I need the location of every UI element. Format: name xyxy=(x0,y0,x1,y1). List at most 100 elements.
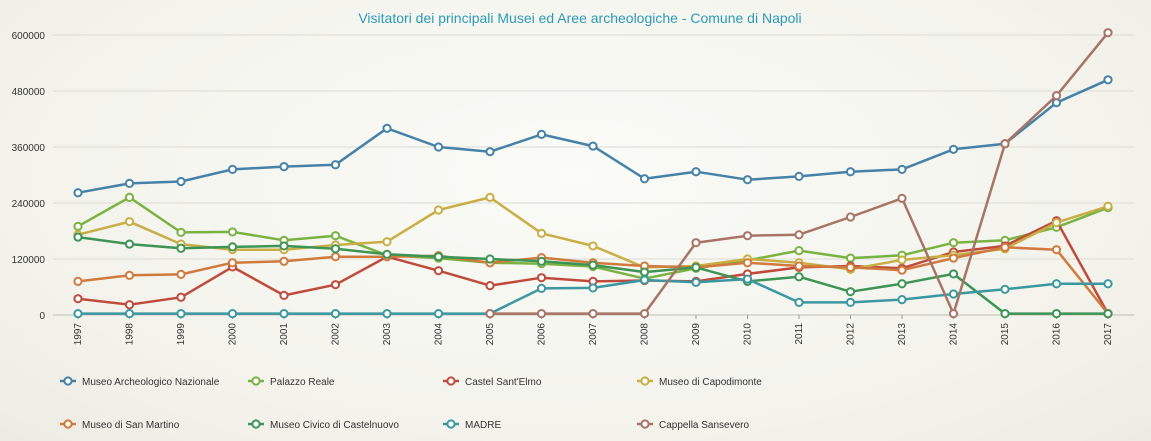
data-point[interactable] xyxy=(1051,91,1062,101)
data-point[interactable] xyxy=(845,262,856,272)
data-point[interactable] xyxy=(124,217,135,227)
data-point[interactable] xyxy=(485,281,495,291)
data-point[interactable] xyxy=(1000,242,1010,252)
data-point[interactable] xyxy=(845,297,856,307)
data-point[interactable] xyxy=(742,231,753,241)
data-point[interactable] xyxy=(73,294,83,304)
data-point[interactable] xyxy=(485,254,495,264)
data-point[interactable] xyxy=(536,283,547,293)
data-point[interactable] xyxy=(794,230,804,240)
data-point[interactable] xyxy=(639,275,650,285)
legend-item[interactable]: MADRE xyxy=(443,419,501,431)
data-point[interactable] xyxy=(330,309,341,319)
data-point[interactable] xyxy=(1000,284,1010,294)
data-point[interactable] xyxy=(588,309,598,319)
data-point[interactable] xyxy=(124,300,135,310)
data-point[interactable] xyxy=(227,164,238,174)
data-point[interactable] xyxy=(330,244,341,254)
data-point[interactable] xyxy=(691,167,701,177)
data-point[interactable] xyxy=(433,205,444,215)
legend-item[interactable]: Museo Archeologico Nazionale xyxy=(60,376,220,388)
data-point[interactable] xyxy=(73,188,83,198)
data-point[interactable] xyxy=(279,309,289,319)
data-point[interactable] xyxy=(176,309,186,319)
data-point[interactable] xyxy=(948,238,959,248)
data-point[interactable] xyxy=(382,237,392,247)
data-point[interactable] xyxy=(536,129,547,139)
data-point[interactable] xyxy=(639,267,650,277)
data-point[interactable] xyxy=(176,292,186,302)
data-point[interactable] xyxy=(794,261,804,271)
data-point[interactable] xyxy=(794,297,804,307)
data-point[interactable] xyxy=(845,253,856,263)
data-point[interactable] xyxy=(485,309,495,319)
data-point[interactable] xyxy=(1103,279,1113,289)
data-point[interactable] xyxy=(176,176,186,187)
data-point[interactable] xyxy=(845,287,856,297)
data-point[interactable] xyxy=(897,295,907,305)
data-point[interactable] xyxy=(948,289,959,299)
data-point[interactable] xyxy=(330,231,341,241)
data-point[interactable] xyxy=(279,256,289,266)
data-point[interactable] xyxy=(1000,139,1010,149)
legend-item[interactable]: Museo di San Martino xyxy=(60,419,180,431)
data-point[interactable] xyxy=(794,272,804,282)
data-point[interactable] xyxy=(227,242,238,252)
data-point[interactable] xyxy=(742,258,753,268)
legend-item[interactable]: Castel Sant'Elmo xyxy=(443,376,542,388)
data-point[interactable] xyxy=(948,253,959,263)
data-point[interactable] xyxy=(176,243,186,253)
legend-item[interactable]: Palazzo Reale xyxy=(248,376,335,388)
legend-item[interactable]: Cappella Sansevero xyxy=(637,419,749,431)
data-point[interactable] xyxy=(948,309,959,319)
data-point[interactable] xyxy=(1000,309,1010,319)
legend-item[interactable]: Museo Civico di Castelnuovo xyxy=(248,419,399,431)
data-point[interactable] xyxy=(948,269,959,279)
data-point[interactable] xyxy=(1051,245,1062,255)
data-point[interactable] xyxy=(536,309,547,319)
data-point[interactable] xyxy=(124,239,135,249)
data-point[interactable] xyxy=(897,279,907,289)
data-point[interactable] xyxy=(73,232,83,242)
data-point[interactable] xyxy=(433,266,444,276)
data-point[interactable] xyxy=(948,144,959,154)
data-point[interactable] xyxy=(588,141,598,151)
data-point[interactable] xyxy=(845,167,856,177)
data-point[interactable] xyxy=(124,192,135,202)
data-point[interactable] xyxy=(1051,309,1062,319)
data-point[interactable] xyxy=(330,280,341,290)
data-point[interactable] xyxy=(536,256,547,266)
data-point[interactable] xyxy=(485,147,495,157)
data-point[interactable] xyxy=(124,270,135,280)
data-point[interactable] xyxy=(227,258,238,268)
data-point[interactable] xyxy=(382,309,392,319)
data-point[interactable] xyxy=(1051,218,1062,228)
data-point[interactable] xyxy=(227,309,238,319)
data-point[interactable] xyxy=(227,227,238,237)
data-point[interactable] xyxy=(897,255,907,265)
data-point[interactable] xyxy=(897,265,907,275)
data-point[interactable] xyxy=(536,228,547,238)
data-point[interactable] xyxy=(124,309,135,319)
data-point[interactable] xyxy=(691,277,701,287)
data-point[interactable] xyxy=(176,227,186,237)
data-point[interactable] xyxy=(742,175,753,185)
data-point[interactable] xyxy=(176,269,186,279)
data-point[interactable] xyxy=(639,174,650,184)
data-point[interactable] xyxy=(691,262,701,272)
legend-item[interactable]: Museo di Capodimonte xyxy=(637,376,762,388)
data-point[interactable] xyxy=(279,290,289,300)
data-point[interactable] xyxy=(73,276,83,286)
data-point[interactable] xyxy=(794,171,804,181)
data-point[interactable] xyxy=(588,241,598,251)
data-point[interactable] xyxy=(1103,75,1113,85)
data-point[interactable] xyxy=(330,252,341,262)
data-point[interactable] xyxy=(1051,279,1062,289)
data-point[interactable] xyxy=(639,309,650,319)
data-point[interactable] xyxy=(1103,309,1113,319)
data-point[interactable] xyxy=(588,260,598,270)
data-point[interactable] xyxy=(485,192,495,202)
data-point[interactable] xyxy=(124,178,135,188)
data-point[interactable] xyxy=(1103,28,1113,38)
data-point[interactable] xyxy=(382,249,392,259)
